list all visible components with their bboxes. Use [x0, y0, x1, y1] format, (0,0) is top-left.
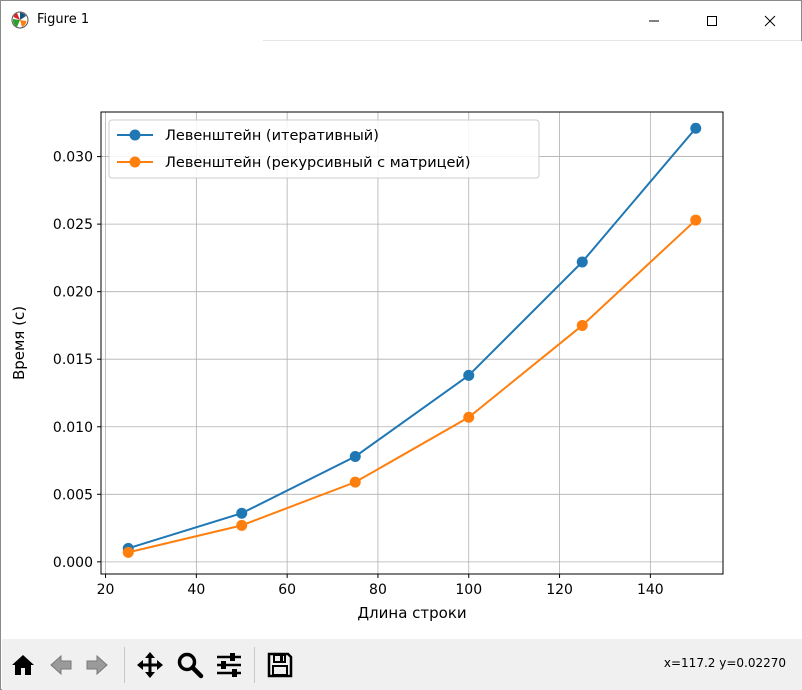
cursor-coordinates: x=117.2 y=0.02270	[663, 656, 786, 670]
y-tick-label: 0.010	[53, 420, 93, 436]
minimize-button[interactable]	[631, 1, 677, 40]
y-tick-label: 0.020	[53, 285, 93, 301]
data-point	[236, 507, 248, 519]
back-button[interactable]	[46, 649, 76, 681]
legend-marker	[129, 156, 141, 168]
close-button[interactable]	[747, 1, 793, 40]
back-arrow-icon	[50, 654, 72, 676]
x-tick-label: 120	[546, 582, 573, 598]
data-point	[576, 319, 588, 331]
title-bar[interactable]: Figure 1	[1, 1, 801, 41]
data-point	[349, 450, 361, 462]
toolbar-separator	[124, 647, 125, 683]
y-tick-label: 0.000	[53, 555, 93, 571]
legend-marker	[129, 129, 141, 141]
data-point	[690, 122, 702, 134]
save-button[interactable]	[265, 649, 295, 681]
floppy-icon	[267, 652, 293, 678]
configure-subplots-button[interactable]	[214, 649, 244, 681]
forward-arrow-icon	[86, 654, 108, 676]
magnifier-icon	[177, 652, 204, 679]
y-axis-label: Время (с)	[10, 306, 28, 380]
y-tick-label: 0.025	[53, 217, 93, 233]
series-line-1	[127, 127, 697, 550]
data-point	[576, 256, 588, 268]
legend-label: Левенштейн (итеративный)	[165, 128, 379, 144]
line-chart[interactable]: 20 40 60 80 100 120 140 0.000 0.005 0.010 0.015 0.0…	[2, 41, 802, 639]
maximize-icon	[707, 15, 717, 26]
maximize-button[interactable]	[689, 1, 735, 40]
sliders-icon	[217, 653, 241, 677]
x-axis-label: Длина строки	[357, 604, 466, 622]
home-icon	[12, 655, 34, 675]
x-tick-label: 80	[369, 582, 387, 598]
x-tick-label: 60	[278, 582, 296, 598]
move-icon	[137, 652, 163, 678]
data-point	[690, 214, 702, 226]
data-point	[349, 476, 361, 488]
close-icon	[764, 15, 776, 26]
zoom-button[interactable]	[175, 649, 205, 681]
forward-button[interactable]	[82, 649, 112, 681]
legend-label: Левенштейн (рекурсивный с матрицей)	[165, 155, 471, 171]
home-button[interactable]	[8, 649, 38, 681]
axes-frame	[100, 111, 724, 575]
data-point	[122, 546, 134, 558]
data-point	[236, 519, 248, 531]
toolbar-separator	[254, 647, 255, 683]
minimize-icon	[649, 20, 659, 21]
matplotlib-icon	[11, 11, 29, 29]
x-tick-label: 100	[455, 582, 482, 598]
navigation-toolbar: x=117.2 y=0.02270	[2, 639, 802, 690]
legend-box	[108, 119, 540, 179]
figure-canvas[interactable]: 20 40 60 80 100 120 140 0.000 0.005 0.010 0.015 0.0…	[2, 41, 802, 639]
x-tick-label: 20	[97, 582, 115, 598]
pan-button[interactable]	[135, 649, 165, 681]
data-point	[463, 411, 475, 423]
y-tick-label: 0.015	[53, 352, 93, 368]
x-tick-label: 40	[187, 582, 205, 598]
window-title: Figure 1	[37, 12, 90, 27]
data-point	[463, 369, 475, 381]
y-tick-label: 0.030	[53, 150, 93, 166]
title-divider	[263, 40, 801, 41]
x-tick-label: 140	[637, 582, 664, 598]
y-tick-label: 0.005	[53, 487, 93, 503]
series-line-2	[128, 219, 697, 554]
